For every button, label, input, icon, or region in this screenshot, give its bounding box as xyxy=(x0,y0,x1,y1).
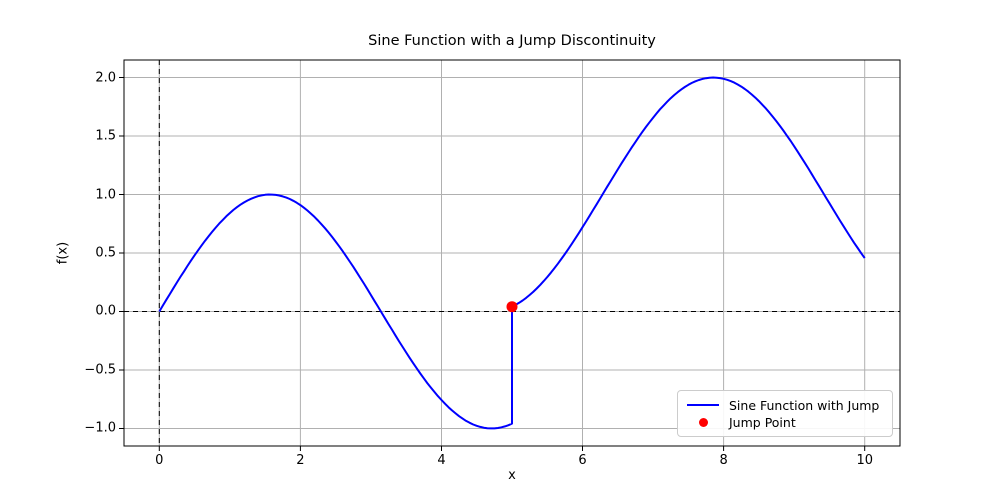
y-tick-label: 2.0 xyxy=(95,70,116,86)
legend-dot-swatch-wrap xyxy=(687,417,719,427)
y-axis-label: f(x) xyxy=(55,241,71,265)
y-tick-label: 0.5 xyxy=(95,245,116,261)
legend-dot-swatch xyxy=(698,417,708,427)
legend-line-swatch-wrap xyxy=(687,404,719,406)
legend: Sine Function with Jump Jump Point xyxy=(677,390,893,437)
y-tick-label: 0.0 xyxy=(95,303,116,319)
jump-point-marker xyxy=(506,301,518,313)
legend-label-sine: Sine Function with Jump xyxy=(729,397,880,413)
legend-entry-jump: Jump Point xyxy=(687,414,884,430)
plot-border xyxy=(123,59,901,447)
legend-label-jump: Jump Point xyxy=(729,414,796,430)
sine-curve xyxy=(158,76,866,430)
y-tick-label: 1.0 xyxy=(95,187,116,202)
x-tick-label: 10 xyxy=(856,453,873,468)
y-tick-label: 1.5 xyxy=(95,128,116,144)
legend-line-swatch xyxy=(687,404,719,406)
x-tick-label: 0 xyxy=(155,453,164,468)
x-tick-label: 8 xyxy=(719,453,728,468)
x-tick-label: 2 xyxy=(296,453,305,468)
y-tick-label: −1.0 xyxy=(84,420,116,436)
chart-title: Sine Function with a Jump Discontinuity xyxy=(368,33,656,49)
x-axis-label: x xyxy=(508,468,516,483)
legend-entry-sine: Sine Function with Jump xyxy=(687,397,884,413)
x-tick-label: 4 xyxy=(437,453,446,468)
y-tick-label: −0.5 xyxy=(84,362,116,378)
x-tick-label: 6 xyxy=(578,453,587,468)
